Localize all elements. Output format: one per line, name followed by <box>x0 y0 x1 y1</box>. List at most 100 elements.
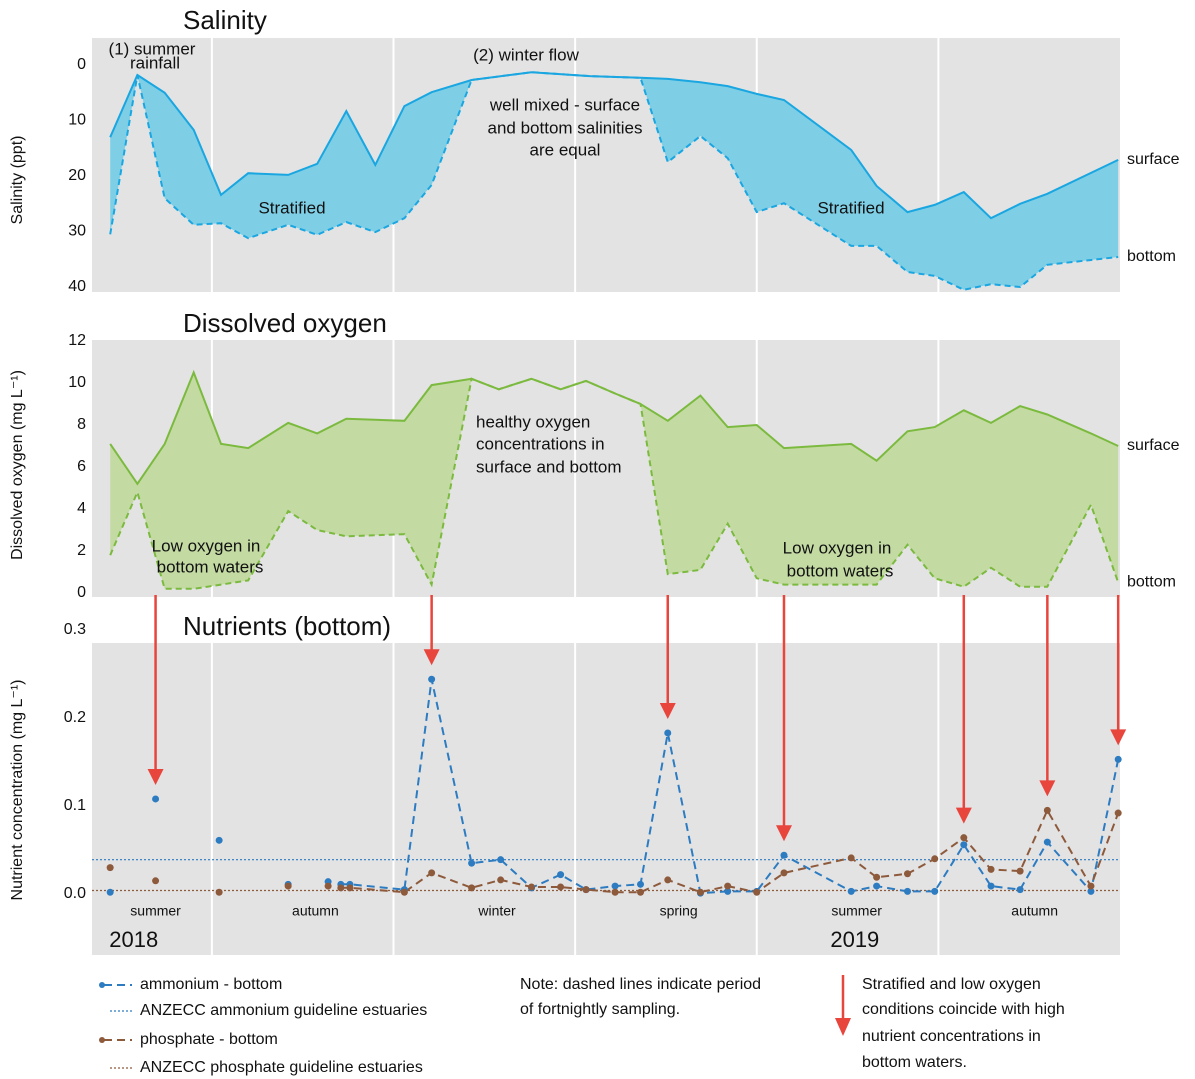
data-point <box>428 869 436 877</box>
legend-dot <box>99 1037 105 1043</box>
data-point <box>1087 887 1095 895</box>
year-label: 2019 <box>830 927 879 952</box>
series-label: bottom <box>1127 574 1176 591</box>
series-label: bottom <box>1127 248 1176 265</box>
data-point <box>873 882 881 890</box>
data-point <box>664 876 672 884</box>
data-point <box>468 859 476 867</box>
data-point <box>696 888 704 896</box>
annotation: are equal <box>530 140 601 159</box>
data-point <box>903 887 911 895</box>
arrow-head <box>1039 780 1056 797</box>
annotation: and bottom salinities <box>488 118 643 137</box>
legend-label: ANZECC phosphate guideline estuaries <box>140 1059 423 1076</box>
season-label: autumn <box>1011 903 1058 919</box>
data-point <box>847 887 855 895</box>
y-axis-title: Nutrient concentration (mg L⁻¹) <box>9 680 26 901</box>
note: bottom waters. <box>862 1054 967 1071</box>
note: Stratified and low oxygen <box>862 976 1041 993</box>
panel-title: Nutrients (bottom) <box>183 611 391 641</box>
y-tick-label: 0 <box>77 584 86 601</box>
y-tick-label: 8 <box>77 416 86 433</box>
y-axis-title: Dissolved oxygen (mg L⁻¹) <box>9 370 26 560</box>
arrow-head <box>955 807 972 824</box>
annotation: Stratified <box>817 198 884 217</box>
data-point <box>557 883 565 891</box>
annotation: (1) summer <box>109 39 196 58</box>
note: Note: dashed lines indicate period <box>520 976 761 993</box>
data-point <box>987 882 995 890</box>
data-point <box>428 675 436 683</box>
season-label: winter <box>477 903 516 919</box>
annotation: concentrations in <box>476 434 605 453</box>
range-fill <box>110 72 1119 290</box>
season-label: summer <box>831 903 882 919</box>
y-tick-label: 10 <box>68 112 86 129</box>
data-point <box>215 888 223 896</box>
data-point <box>753 888 761 896</box>
arrow-head <box>423 649 440 666</box>
annotation: well mixed - surface <box>489 95 640 114</box>
data-point <box>324 882 332 890</box>
data-point <box>960 841 968 849</box>
legend-dot <box>99 982 105 988</box>
series-label: surface <box>1127 151 1180 168</box>
y-tick-label: 4 <box>77 500 86 517</box>
y-tick-label: 30 <box>68 223 86 240</box>
annotation: healthy oxygen <box>476 412 590 431</box>
data-point <box>1114 755 1122 763</box>
data-point <box>637 880 645 888</box>
panel-title: Salinity <box>183 5 267 35</box>
y-tick-label: 10 <box>68 374 86 391</box>
data-point <box>960 834 968 842</box>
season-label: summer <box>130 903 181 919</box>
y-tick-label: 0.2 <box>64 709 86 726</box>
plot-background <box>92 643 1120 955</box>
data-point <box>931 887 939 895</box>
annotation: bottom waters <box>787 561 894 580</box>
data-point <box>903 870 911 878</box>
data-point <box>1016 886 1024 894</box>
annotation: surface and bottom <box>476 457 622 476</box>
plot-marks <box>92 38 1122 955</box>
y-axis-title: Salinity (ppt) <box>9 136 26 225</box>
arrow-head <box>147 768 164 785</box>
data-point <box>611 888 619 896</box>
data-point <box>400 888 408 896</box>
data-point <box>724 887 732 895</box>
data-point <box>987 865 995 873</box>
year-label: 2018 <box>109 927 158 952</box>
data-point <box>284 882 292 890</box>
data-point <box>1087 882 1095 890</box>
annotation: Low oxygen in <box>152 536 261 555</box>
series-label: surface <box>1127 437 1180 454</box>
y-tick-label: 0.3 <box>64 621 86 638</box>
data-point <box>1016 867 1024 875</box>
note: of fortnightly sampling. <box>520 1001 680 1018</box>
annotation: rainfall <box>130 53 180 72</box>
y-tick-label: 12 <box>68 332 86 349</box>
data-point <box>557 871 565 879</box>
y-tick-label: 20 <box>68 167 86 184</box>
data-point <box>106 864 114 872</box>
legend-arrow-head <box>835 1018 851 1036</box>
data-point <box>215 836 223 844</box>
data-point <box>931 855 939 863</box>
annotation: (2) winter flow <box>473 45 580 64</box>
data-point <box>1043 806 1051 814</box>
surface-line <box>109 369 1119 486</box>
y-tick-label: 0.0 <box>64 885 86 902</box>
data-point <box>611 882 619 890</box>
data-point <box>724 882 732 890</box>
data-point <box>780 869 788 877</box>
arrow-head <box>1110 729 1127 746</box>
data-point <box>152 877 160 885</box>
data-point <box>497 856 505 864</box>
arrow-head <box>775 825 792 842</box>
legend-label: ammonium - bottom <box>140 976 282 993</box>
note: nutrient concentrations in <box>862 1028 1041 1045</box>
arrow-head <box>659 702 676 719</box>
data-point <box>337 884 345 892</box>
data-point <box>664 729 672 737</box>
